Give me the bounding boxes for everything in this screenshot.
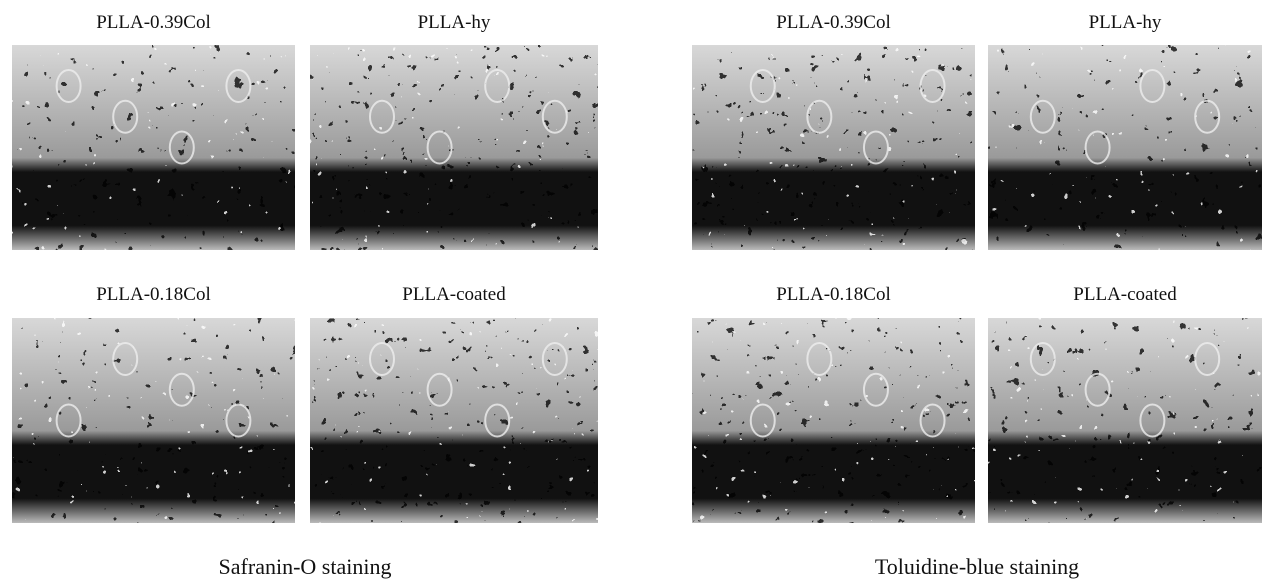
panel-caption: Toluidine-blue staining bbox=[875, 554, 1079, 579]
image-label: PLLA-hy bbox=[418, 12, 491, 33]
image-label: PLLA-coated bbox=[402, 284, 506, 305]
image-highlights bbox=[310, 318, 598, 523]
image-label: PLLA-hy bbox=[1089, 12, 1162, 33]
image-label: PLLA-0.39Col bbox=[96, 12, 211, 33]
image-highlights bbox=[692, 45, 975, 250]
image-highlights bbox=[988, 45, 1262, 250]
micrograph: PLLA-coated bbox=[988, 284, 1262, 523]
micrograph: PLLA-coated bbox=[310, 284, 598, 523]
micrograph: PLLA-0.39Col bbox=[692, 12, 975, 250]
panel: PLLA-0.39Col PLLA-hy PLLA-0.18Col PLLA-coat… bbox=[12, 12, 598, 579]
micrograph: PLLA-0.18Col bbox=[12, 284, 295, 523]
micrograph: PLLA-0.39Col bbox=[12, 12, 295, 250]
image-highlights bbox=[12, 318, 295, 523]
image-label: PLLA-0.18Col bbox=[96, 284, 211, 305]
panel: PLLA-0.39Col PLLA-hy PLLA-0.18Col PLLA-coat… bbox=[692, 12, 1262, 579]
image-highlights bbox=[692, 318, 975, 523]
image-label: PLLA-coated bbox=[1073, 284, 1177, 305]
micrograph: PLLA-0.18Col bbox=[692, 284, 975, 523]
image-label: PLLA-0.39Col bbox=[776, 12, 891, 33]
micrograph: PLLA-hy bbox=[988, 12, 1262, 250]
image-label: PLLA-0.18Col bbox=[776, 284, 891, 305]
image-highlights bbox=[12, 45, 295, 250]
image-highlights bbox=[310, 45, 598, 250]
figure: PLLA-0.39Col PLLA-hy PLLA-0.18Col PLLA-coat… bbox=[0, 0, 1264, 580]
panel-caption: Safranin-O staining bbox=[219, 554, 392, 579]
micrograph: PLLA-hy bbox=[310, 12, 598, 250]
image-highlights bbox=[988, 318, 1262, 523]
